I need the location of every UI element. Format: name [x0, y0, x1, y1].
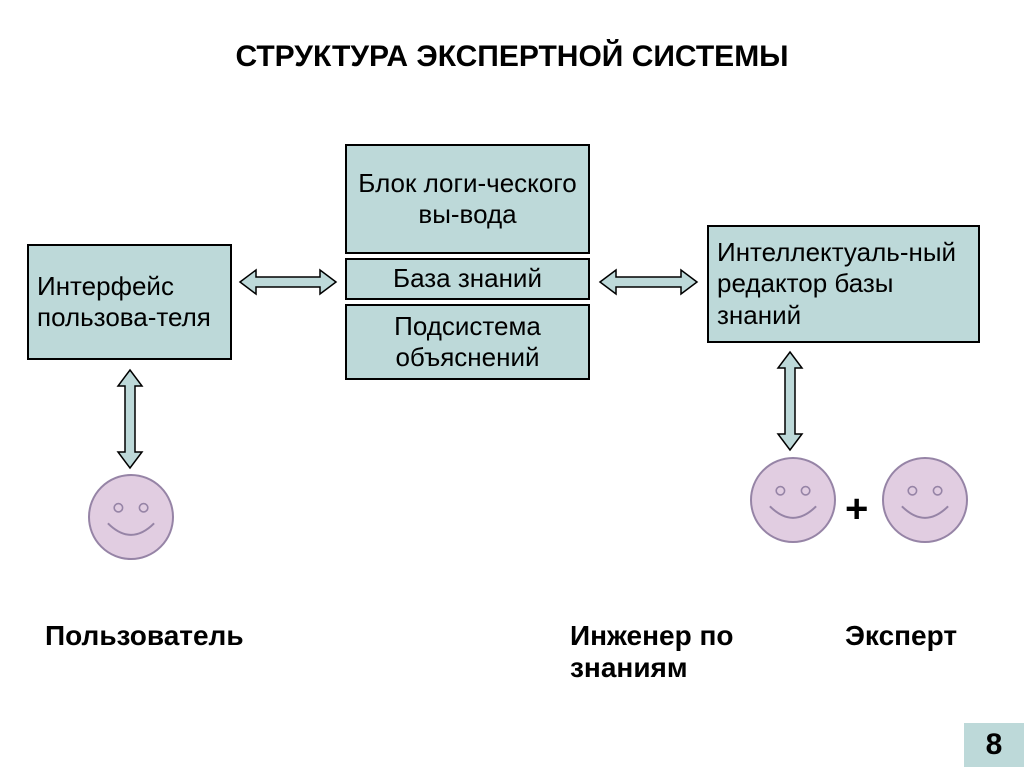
caption-engineer: Инженер по знаниям [570, 620, 820, 684]
box-interface: Интерфейс пользова-теля [27, 244, 232, 360]
caption-user: Пользователь [45, 620, 244, 652]
arrow-center-editor [600, 270, 697, 294]
smiley-expert-icon [881, 456, 969, 544]
box-editor-label: Интеллектуаль-ный редактор базы знаний [717, 237, 970, 331]
box-explain-label: Подсистема объяснений [353, 311, 582, 373]
arrow-interface-user [118, 370, 142, 468]
box-logic: Блок логи-ческого вы-вода [345, 144, 590, 254]
box-editor: Интеллектуаль-ный редактор базы знаний [707, 225, 980, 343]
arrow-editor-engineer [778, 352, 802, 450]
page-number: 8 [964, 723, 1024, 767]
page-title: СТРУКТУРА ЭКСПЕРТНОЙ СИСТЕМЫ [0, 40, 1024, 74]
box-interface-label: Интерфейс пользова-теля [37, 271, 222, 333]
smiley-engineer-icon [749, 456, 837, 544]
smiley-user-icon [87, 473, 175, 561]
arrow-interface-center [240, 270, 336, 294]
box-kb-label: База знаний [393, 263, 542, 294]
box-logic-label: Блок логи-ческого вы-вода [353, 168, 582, 230]
box-explanation: Подсистема объяснений [345, 304, 590, 380]
caption-expert: Эксперт [845, 620, 957, 652]
plus-sign: + [845, 487, 868, 532]
box-knowledge-base: База знаний [345, 258, 590, 300]
